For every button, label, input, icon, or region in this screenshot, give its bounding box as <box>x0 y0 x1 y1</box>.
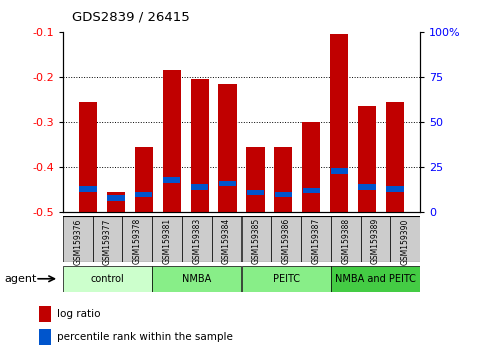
Text: log ratio: log ratio <box>57 309 100 319</box>
Text: percentile rank within the sample: percentile rank within the sample <box>57 332 233 342</box>
Bar <box>80 186 97 192</box>
Bar <box>358 184 376 190</box>
Bar <box>212 216 242 262</box>
Text: NMBA and PEITC: NMBA and PEITC <box>335 274 416 284</box>
Bar <box>330 34 348 212</box>
Bar <box>63 266 152 292</box>
Bar <box>63 216 93 262</box>
Bar <box>152 216 182 262</box>
Bar <box>218 84 237 212</box>
Text: GSM159384: GSM159384 <box>222 218 231 264</box>
Bar <box>301 216 331 262</box>
Text: GSM159387: GSM159387 <box>312 218 320 264</box>
Bar <box>163 70 181 212</box>
Bar <box>39 329 51 345</box>
Bar <box>39 306 51 321</box>
Bar <box>330 168 348 173</box>
Bar <box>122 216 152 262</box>
Bar <box>386 186 403 192</box>
Bar <box>152 266 242 292</box>
Text: GSM159381: GSM159381 <box>163 218 171 264</box>
Bar <box>135 147 153 212</box>
Bar <box>182 216 212 262</box>
Bar <box>358 106 376 212</box>
Text: GSM159385: GSM159385 <box>252 218 261 264</box>
Bar <box>247 190 264 195</box>
Bar <box>302 122 320 212</box>
Bar <box>271 216 301 262</box>
Bar <box>135 192 153 197</box>
Bar <box>79 102 97 212</box>
Text: GSM159376: GSM159376 <box>73 218 82 265</box>
Bar <box>361 216 390 262</box>
Text: control: control <box>91 274 124 284</box>
Bar <box>331 266 420 292</box>
Text: GSM159377: GSM159377 <box>103 218 112 265</box>
Bar <box>191 79 209 212</box>
Bar <box>107 195 125 201</box>
Bar <box>390 216 420 262</box>
Bar <box>303 188 320 193</box>
Bar <box>275 192 292 197</box>
Text: GSM159390: GSM159390 <box>401 218 410 265</box>
Text: GSM159388: GSM159388 <box>341 218 350 264</box>
Bar <box>246 147 265 212</box>
Text: GSM159389: GSM159389 <box>371 218 380 264</box>
Bar <box>242 266 331 292</box>
Text: PEITC: PEITC <box>273 274 299 284</box>
Bar <box>242 216 271 262</box>
Text: NMBA: NMBA <box>182 274 212 284</box>
Bar <box>386 102 404 212</box>
Text: GDS2839 / 26415: GDS2839 / 26415 <box>72 10 190 23</box>
Bar <box>274 147 292 212</box>
Text: GSM159386: GSM159386 <box>282 218 291 264</box>
Bar <box>331 216 361 262</box>
Text: GSM159383: GSM159383 <box>192 218 201 264</box>
Bar <box>219 181 236 186</box>
Bar <box>163 177 180 183</box>
Text: agent: agent <box>5 274 37 284</box>
Text: GSM159378: GSM159378 <box>133 218 142 264</box>
Bar <box>107 192 125 212</box>
Bar <box>93 216 122 262</box>
Bar <box>191 184 208 190</box>
